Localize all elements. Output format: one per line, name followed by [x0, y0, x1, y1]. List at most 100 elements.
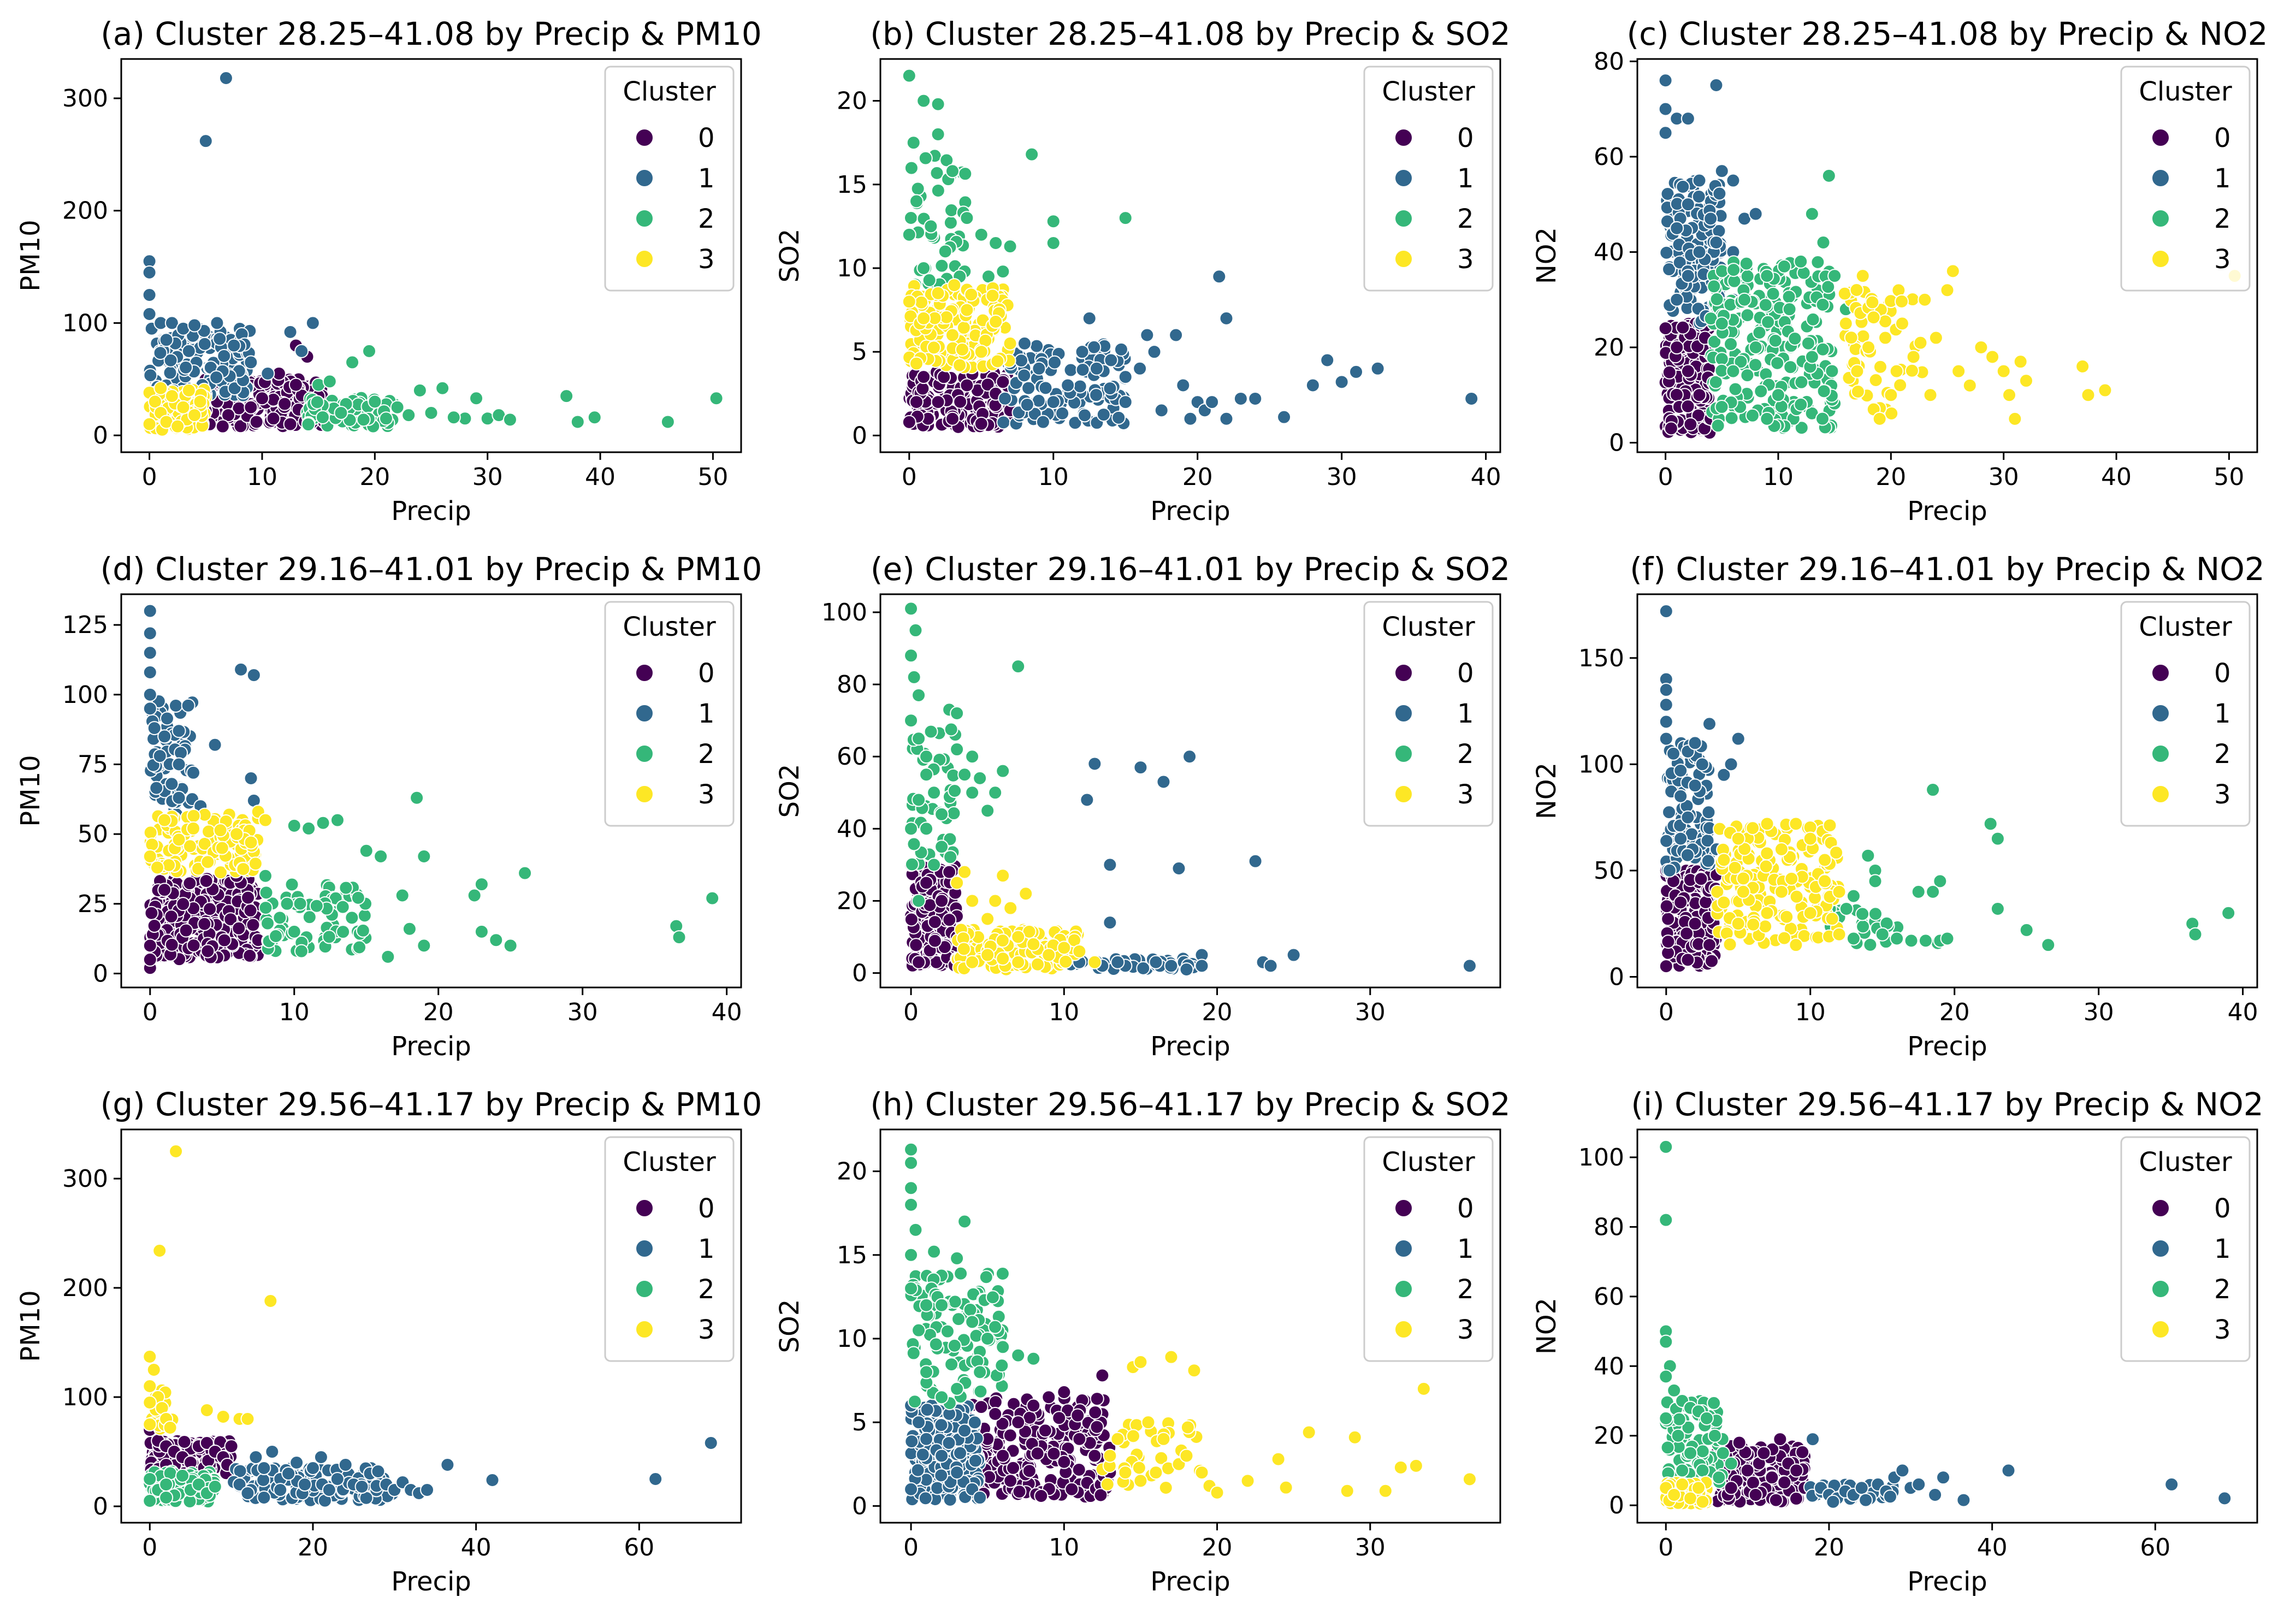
data-point — [335, 900, 350, 914]
data-point — [244, 400, 258, 415]
data-point — [420, 1483, 435, 1497]
legend-marker-1 — [2151, 704, 2170, 723]
data-point — [293, 896, 307, 911]
data-point — [919, 767, 934, 782]
data-point — [309, 898, 324, 913]
data-point — [995, 1358, 1009, 1373]
data-point — [1804, 206, 1819, 221]
data-point — [1133, 760, 1148, 775]
data-point — [1789, 889, 1804, 904]
axes-frame — [879, 1128, 1501, 1524]
data-point — [163, 365, 177, 380]
x-tick-label: 20 — [1939, 998, 1970, 1026]
data-point — [1726, 173, 1741, 188]
legend-label-2: 2 — [1457, 1274, 1474, 1305]
axes-frame — [1636, 58, 2258, 453]
data-point — [283, 417, 298, 431]
legend-title: Cluster — [623, 1147, 716, 1178]
points-layer — [904, 601, 1477, 977]
data-point — [1061, 378, 1075, 393]
data-point — [142, 417, 157, 431]
data-point — [953, 394, 968, 409]
data-point — [1818, 853, 1832, 867]
data-point — [1658, 102, 1673, 116]
data-point — [1703, 211, 1718, 226]
data-point — [1133, 1474, 1148, 1488]
x-tick-label: 40 — [1977, 1534, 2008, 1561]
data-point — [1393, 1460, 1408, 1475]
x-tick-label: 20 — [1202, 998, 1233, 1026]
series-cluster-2 — [1659, 1139, 1738, 1491]
data-point — [378, 411, 393, 426]
data-point — [1714, 400, 1729, 415]
data-point — [1126, 1429, 1140, 1444]
data-point — [1087, 955, 1102, 969]
data-point — [1659, 604, 1673, 619]
data-point — [1073, 379, 1087, 394]
x-tick-label: 20 — [1814, 1534, 1844, 1561]
data-point — [322, 1483, 336, 1497]
data-point — [1658, 73, 1673, 88]
data-point — [1183, 411, 1198, 426]
data-point — [371, 1464, 386, 1478]
x-tick-label: 50 — [697, 463, 728, 491]
data-point — [1918, 933, 1933, 948]
y-tick-label: 10 — [837, 1325, 867, 1353]
data-point — [1661, 934, 1676, 949]
data-point — [1133, 1354, 1148, 1369]
data-point — [1042, 948, 1056, 962]
data-point — [703, 1436, 718, 1450]
data-point — [1816, 235, 1831, 250]
data-point — [945, 411, 960, 426]
data-point — [931, 286, 945, 300]
data-point — [176, 400, 191, 415]
data-point — [357, 908, 372, 923]
data-point — [302, 910, 317, 925]
x-tick-label: 30 — [1327, 463, 1357, 491]
y-tick-label: 0 — [93, 422, 108, 449]
data-point — [1075, 362, 1090, 377]
data-point — [931, 183, 945, 198]
data-point — [1774, 884, 1789, 899]
x-tick-label: 10 — [1795, 998, 1826, 1026]
data-point — [1815, 297, 1830, 312]
data-point — [2075, 359, 2090, 374]
series-cluster-3 — [950, 865, 1102, 977]
data-point — [1103, 1448, 1117, 1463]
data-point — [213, 823, 228, 838]
x-axis-label: Precip — [391, 496, 471, 527]
legend-marker-0 — [635, 1199, 654, 1217]
y-tick-label: 75 — [78, 750, 108, 778]
y-tick-label: 60 — [1594, 1283, 1624, 1311]
data-point — [937, 370, 951, 384]
data-point — [1844, 330, 1859, 345]
data-point — [1754, 384, 1768, 399]
data-point — [181, 383, 196, 398]
data-point — [503, 938, 518, 953]
y-axis-label: NO2 — [1531, 762, 1562, 819]
data-point — [210, 316, 224, 330]
y-tick-label: 10 — [837, 255, 867, 282]
data-point — [2164, 1477, 2179, 1492]
data-point — [212, 332, 227, 346]
data-point — [1046, 1446, 1061, 1461]
data-point — [2001, 1463, 2016, 1478]
data-point — [1089, 388, 1104, 403]
data-point — [1669, 387, 1684, 402]
data-point — [1158, 1480, 1173, 1495]
data-point — [1894, 294, 1909, 309]
data-point — [1136, 961, 1151, 975]
data-point — [1861, 340, 1876, 354]
chart-panel-4: (d) Cluster 29.16–41.01 by Precip & PM10… — [15, 551, 762, 1062]
y-tick-label: 100 — [62, 309, 108, 337]
y-axis-label: NO2 — [1531, 227, 1562, 284]
data-point — [1724, 337, 1738, 352]
data-point — [1906, 350, 1921, 364]
data-point — [944, 203, 959, 218]
data-point — [907, 837, 921, 851]
data-point — [1740, 368, 1755, 383]
x-tick-label: 10 — [1038, 463, 1069, 491]
data-point — [301, 417, 316, 432]
x-tick-label: 0 — [902, 463, 917, 491]
